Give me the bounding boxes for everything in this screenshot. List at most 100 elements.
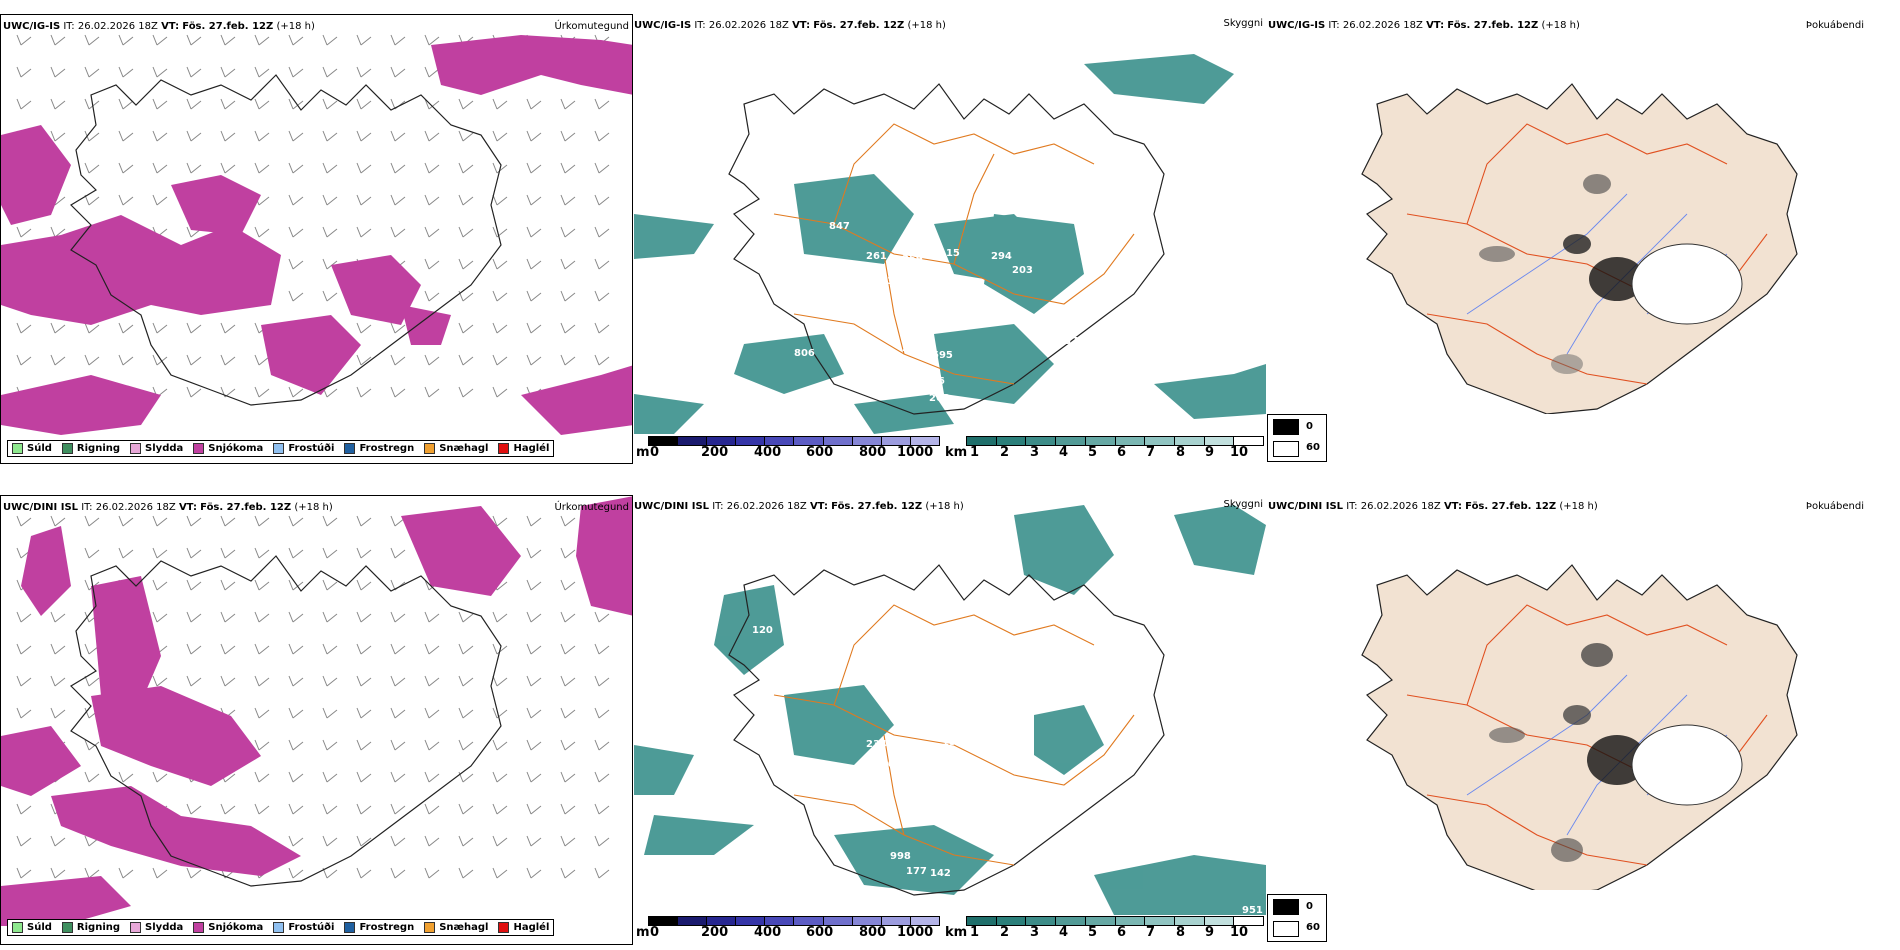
fog-map-bottom [1361, 564, 1798, 890]
wind-barb [118, 771, 134, 783]
wind-barb [220, 547, 236, 559]
wind-barb [526, 835, 542, 847]
wind-barb [288, 771, 304, 783]
wind-barb [16, 34, 32, 46]
wind-barb [220, 322, 236, 334]
legend-swatch [424, 922, 436, 933]
wind-barb [84, 322, 100, 334]
vis-label: 259 [902, 254, 923, 265]
vis-tick: 9 [1205, 445, 1215, 460]
vis-label: 130 [845, 272, 866, 283]
vis-tick: 4 [1059, 445, 1069, 460]
legend-item: Rigning [61, 443, 120, 454]
wind-barb [458, 226, 474, 238]
legend-item: Slydda [130, 443, 183, 454]
vis-label: 120 [752, 625, 773, 636]
wind-barb [424, 835, 440, 847]
vis-tick: 6 [1117, 925, 1127, 940]
wind-barb [560, 130, 576, 142]
fog-legend-swatch [1273, 419, 1299, 435]
wind-barb [220, 98, 236, 110]
wind-barb [458, 354, 474, 366]
wind-barb [84, 66, 100, 78]
wind-barb [118, 547, 134, 559]
legend-item: Snæhagl [424, 443, 488, 454]
wind-barb [594, 771, 610, 783]
wind-barb [220, 354, 236, 366]
wind-barb [390, 386, 406, 398]
wind-barb [288, 34, 304, 46]
vis-unit: km [945, 925, 968, 940]
ceiling-tick: 800 [859, 445, 887, 460]
wind-barb [288, 707, 304, 719]
wind-barb [186, 34, 202, 46]
wind-barb [322, 547, 338, 559]
wind-barb [152, 66, 168, 78]
wind-barb [390, 66, 406, 78]
vis-label: 33 [852, 764, 866, 775]
wind-barb [390, 707, 406, 719]
wind-barb [84, 354, 100, 366]
legend-item: Frostregn [344, 443, 414, 454]
wind-barb [288, 226, 304, 238]
wind-barb [50, 675, 66, 687]
wind-barb [322, 739, 338, 751]
wind-barb [50, 322, 66, 334]
wind-barb [492, 130, 508, 142]
wind-barb [560, 258, 576, 270]
wind-barb [424, 194, 440, 206]
wind-barb [424, 354, 440, 366]
wind-barb [594, 290, 610, 302]
wind-barb [492, 258, 508, 270]
vis-label: 151 [1009, 745, 1030, 756]
wind-barb [16, 835, 32, 847]
wind-barb [390, 194, 406, 206]
legend-item: Frostúði [273, 922, 334, 933]
wind-barb [594, 675, 610, 687]
vis-tick: 5 [1088, 445, 1098, 460]
vis-label: 142 [930, 868, 951, 879]
visibility-panel-bottom: 120 230 234 370 33 156 151 178 998 177 1… [634, 495, 1266, 945]
wind-barb [424, 386, 440, 398]
vis-label: 203 [1012, 265, 1033, 276]
wind-barb [322, 290, 338, 302]
wind-barb [254, 739, 270, 751]
fog-legend-label: 0 [1306, 901, 1313, 912]
wind-barb [16, 707, 32, 719]
wind-barb [50, 226, 66, 238]
wind-barb [390, 354, 406, 366]
vis-label: 370 [874, 759, 895, 770]
wind-barb [594, 226, 610, 238]
wind-barb [16, 66, 32, 78]
wind-barb [288, 547, 304, 559]
wind-barb [390, 226, 406, 238]
vis-tick: 8 [1176, 445, 1186, 460]
wind-barb [560, 547, 576, 559]
legend-swatch [424, 443, 436, 454]
wind-barb [424, 739, 440, 751]
wind-barb [118, 194, 134, 206]
legend-item: Haglél [498, 922, 549, 933]
wind-barb [322, 771, 338, 783]
wind-barb [492, 739, 508, 751]
wind-barb [560, 354, 576, 366]
legend-swatch [12, 922, 23, 933]
wind-barb [356, 611, 372, 623]
ceiling-colorbar [648, 916, 940, 926]
vis-tick: 7 [1146, 445, 1156, 460]
ceiling-tick: 200 [701, 925, 729, 940]
wind-barb [254, 803, 270, 815]
wind-barb [492, 611, 508, 623]
fog-legend-swatch [1273, 899, 1299, 915]
wind-barb [594, 130, 610, 142]
precip-type-panel-bottom: UWC/DINI ISL IT: 26.02.2026 18Z VT: Fös.… [0, 495, 633, 945]
wind-barb [16, 515, 32, 527]
wind-barb [50, 867, 66, 879]
wind-barb [186, 354, 202, 366]
fog-patches [1489, 643, 1743, 862]
wind-barb [458, 643, 474, 655]
wind-barb [560, 611, 576, 623]
panel-title: Skyggni [1223, 499, 1263, 510]
wind-barb [322, 579, 338, 591]
vis-label: 998 [890, 851, 911, 862]
